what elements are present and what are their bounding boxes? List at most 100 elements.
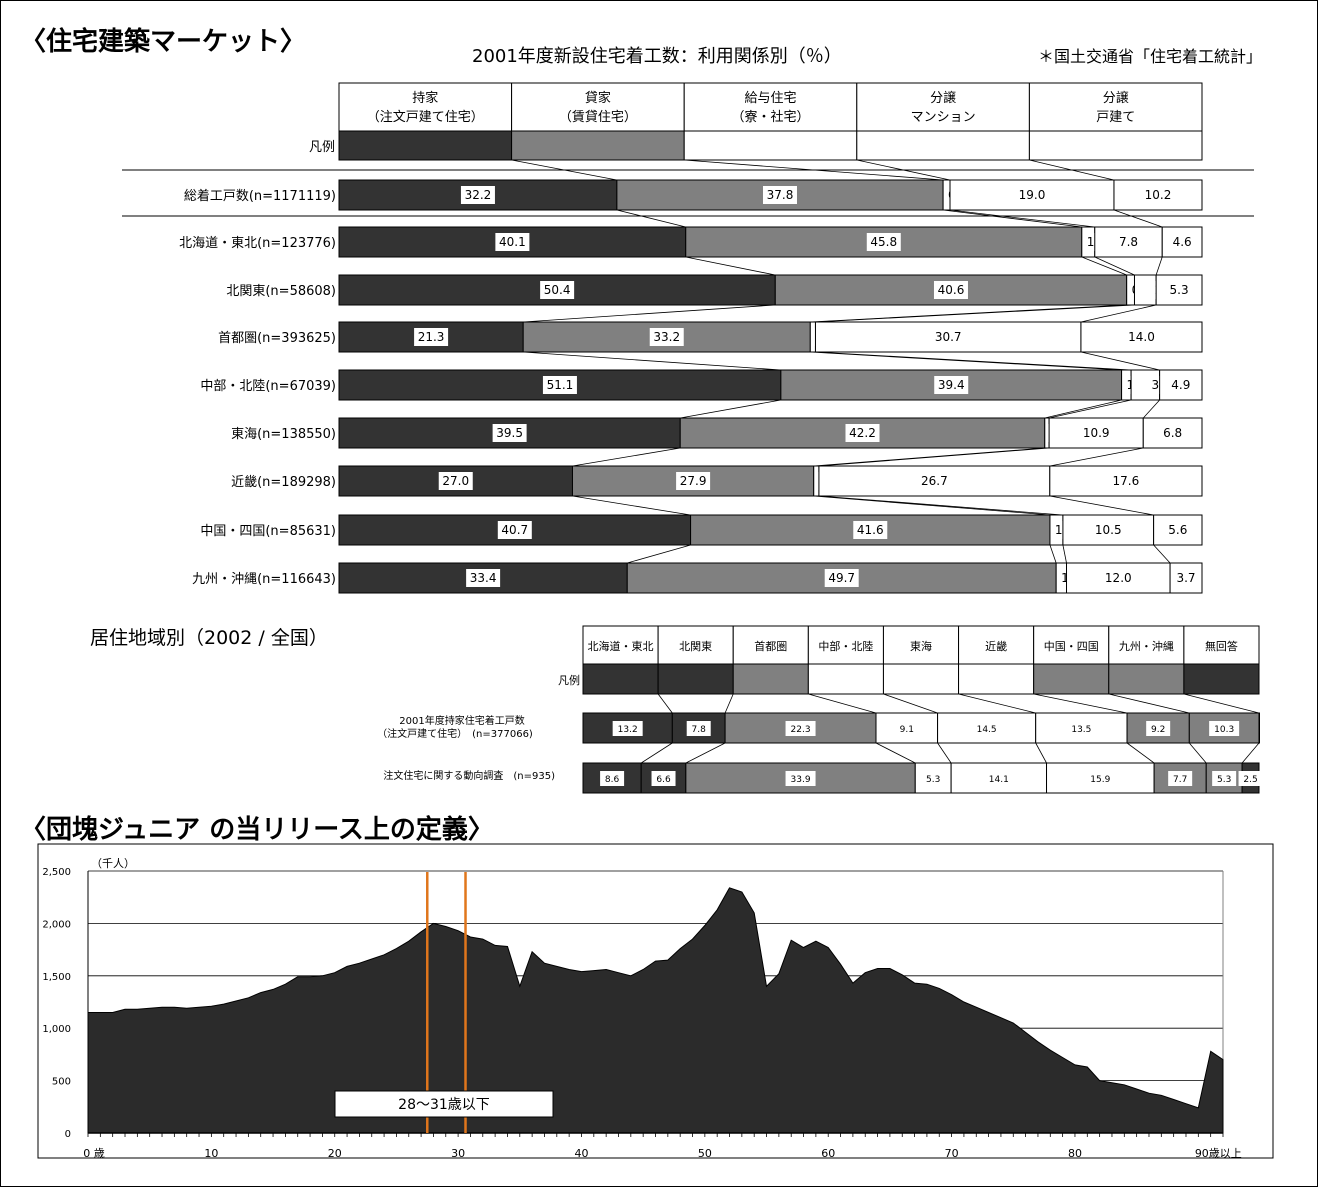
data-label: 8.6	[605, 775, 620, 785]
legend-header-label: 首都圏	[754, 639, 787, 653]
legend-swatch	[1108, 663, 1185, 695]
data-label-box	[866, 233, 901, 251]
data-label: 5.3	[1217, 775, 1231, 785]
legend-header-label: 九州・沖縄	[1119, 639, 1174, 653]
y-tick-label: 1,500	[42, 972, 71, 983]
data-label: 27.0	[442, 474, 469, 488]
row-label-line2: （注文戸建て住宅） (n=377066)	[377, 727, 533, 740]
connector-line	[856, 159, 951, 181]
data-label-box	[466, 569, 501, 587]
data-label: 27.9	[680, 474, 707, 488]
legend-swatch	[683, 130, 858, 161]
data-label-box	[600, 771, 625, 786]
connector-line	[1049, 447, 1144, 467]
data-label: 12.0	[1105, 571, 1132, 585]
connector-line	[958, 693, 1036, 714]
data-label-box	[1212, 771, 1237, 786]
connector-line	[616, 209, 686, 228]
data-label: 19.0	[1019, 188, 1046, 202]
legend-header-label: 北海道・東北	[588, 639, 654, 653]
data-label-box	[1165, 281, 1193, 299]
legend-swatch	[732, 663, 809, 695]
legend-swatch	[1033, 663, 1110, 695]
data-label-box	[1172, 569, 1200, 587]
legend-header-label: 中部・北陸	[818, 639, 873, 653]
data-label-box	[1091, 521, 1126, 539]
y-tick-label: 2,500	[42, 867, 71, 878]
legend-header-cell	[582, 625, 659, 665]
legend-header-cell	[511, 82, 685, 132]
data-label: 3.7	[1176, 571, 1195, 585]
legend-header-cell	[657, 625, 734, 665]
connector-line	[1183, 693, 1260, 714]
data-label-box	[1014, 186, 1049, 204]
data-label: 4.6	[1173, 235, 1192, 249]
x-tick-label: 90歳以上	[1195, 1147, 1242, 1160]
legend-header-cell	[882, 625, 960, 665]
connector-line	[937, 742, 952, 764]
data-label-box	[921, 771, 946, 786]
row-label-line1: 2001年度持家住宅着工戸数	[399, 714, 524, 727]
connector-line	[511, 159, 617, 181]
row-label: 近畿(n=189298)	[231, 475, 336, 490]
legend-header-cell	[338, 82, 513, 132]
legend-swatch	[958, 663, 1035, 695]
legend-header-label: 中国・四国	[1044, 640, 1099, 653]
legend-label: 凡例	[558, 673, 580, 687]
data-label-box	[917, 472, 952, 490]
x-tick-label: 80	[1068, 1147, 1082, 1160]
data-label-box	[1168, 771, 1193, 786]
connector-line	[1033, 693, 1128, 714]
legend-header-cell	[958, 625, 1035, 665]
data-label-box	[1085, 771, 1116, 786]
bar-segment	[1049, 465, 1203, 497]
data-label: 21.3	[418, 330, 445, 344]
data-label-box	[1124, 328, 1159, 346]
data-label: 30.7	[935, 330, 962, 344]
connector-line	[1113, 209, 1163, 228]
data-label: 51.1	[547, 378, 574, 392]
data-label: 13.5	[1071, 725, 1091, 735]
data-label-box	[651, 771, 676, 786]
chart2-title: 居住地域別（2002 / 全国）	[90, 627, 328, 649]
x-tick-label: 50	[698, 1147, 712, 1160]
data-label-box	[540, 281, 575, 299]
legend-label: 凡例	[309, 140, 335, 155]
data-label: 15.9	[1090, 775, 1110, 785]
legend-header-label: 北関東	[679, 640, 712, 653]
row-label: 注文住宅に関する動向調査 (n=935)	[383, 769, 555, 782]
connector-line	[1142, 399, 1160, 419]
data-label-box	[1164, 521, 1192, 539]
chart1-connector-lines	[511, 159, 1171, 564]
connector-line	[1035, 742, 1047, 764]
data-label: 10.5	[1095, 523, 1122, 537]
connector-line	[815, 304, 1135, 323]
connector-line	[1062, 544, 1067, 564]
connector-line	[572, 447, 681, 467]
legend-header-line1: 貸家	[585, 90, 611, 106]
data-label-box	[1238, 771, 1263, 786]
data-label-box	[676, 472, 711, 490]
data-label-box	[853, 521, 888, 539]
data-label-box	[1209, 721, 1240, 736]
data-label: 14.1	[989, 775, 1009, 785]
data-label-box	[1159, 424, 1187, 442]
data-label-box	[934, 376, 969, 394]
data-label-box	[931, 328, 966, 346]
row-label: 中国・四国(n=85631)	[200, 524, 336, 539]
data-label-box	[971, 721, 1002, 736]
legend-header-cell	[856, 82, 1030, 132]
y-tick-label: 1,000	[42, 1024, 71, 1035]
data-label-box	[495, 233, 530, 251]
row-label: 九州・沖縄(n=116643)	[192, 572, 336, 587]
data-label: 33.9	[791, 775, 811, 785]
connector-line	[685, 256, 776, 276]
data-label-box	[894, 721, 919, 736]
data-label: 26.7	[921, 474, 948, 488]
data-label: 13.2	[618, 725, 638, 735]
data-label: 6.8	[1163, 426, 1182, 440]
data-label-box	[1079, 424, 1114, 442]
data-label: 10.2	[1145, 188, 1172, 202]
data-label: 9.1	[900, 725, 914, 735]
